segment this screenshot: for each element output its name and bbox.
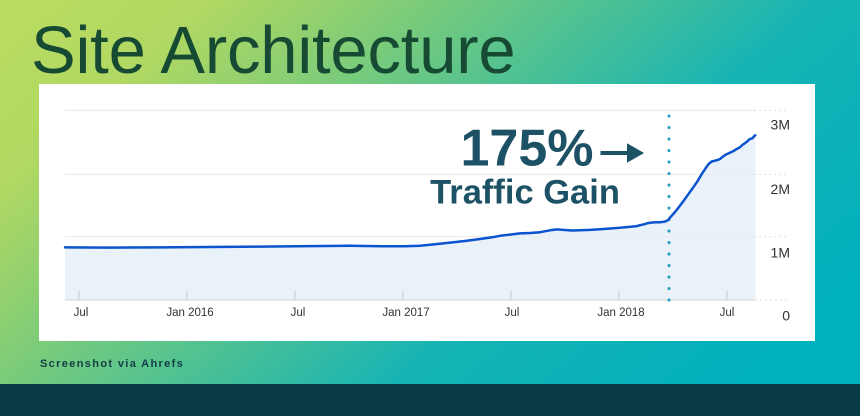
svg-text:Traffic Gain: Traffic Gain [430, 174, 620, 212]
svg-text:Jul: Jul [505, 307, 520, 319]
svg-text:3M: 3M [771, 117, 790, 133]
svg-text:Jul: Jul [74, 307, 89, 319]
svg-text:Jan 2017: Jan 2017 [382, 307, 429, 319]
svg-text:175%: 175% [461, 120, 594, 178]
svg-text:0: 0 [782, 308, 790, 324]
svg-text:Jan 2016: Jan 2016 [166, 307, 213, 319]
svg-text:Jul: Jul [720, 307, 735, 319]
svg-text:Jan 2018: Jan 2018 [597, 307, 644, 319]
svg-text:1M: 1M [771, 245, 790, 261]
svg-text:2M: 2M [771, 181, 790, 197]
svg-text:Jul: Jul [291, 307, 306, 319]
